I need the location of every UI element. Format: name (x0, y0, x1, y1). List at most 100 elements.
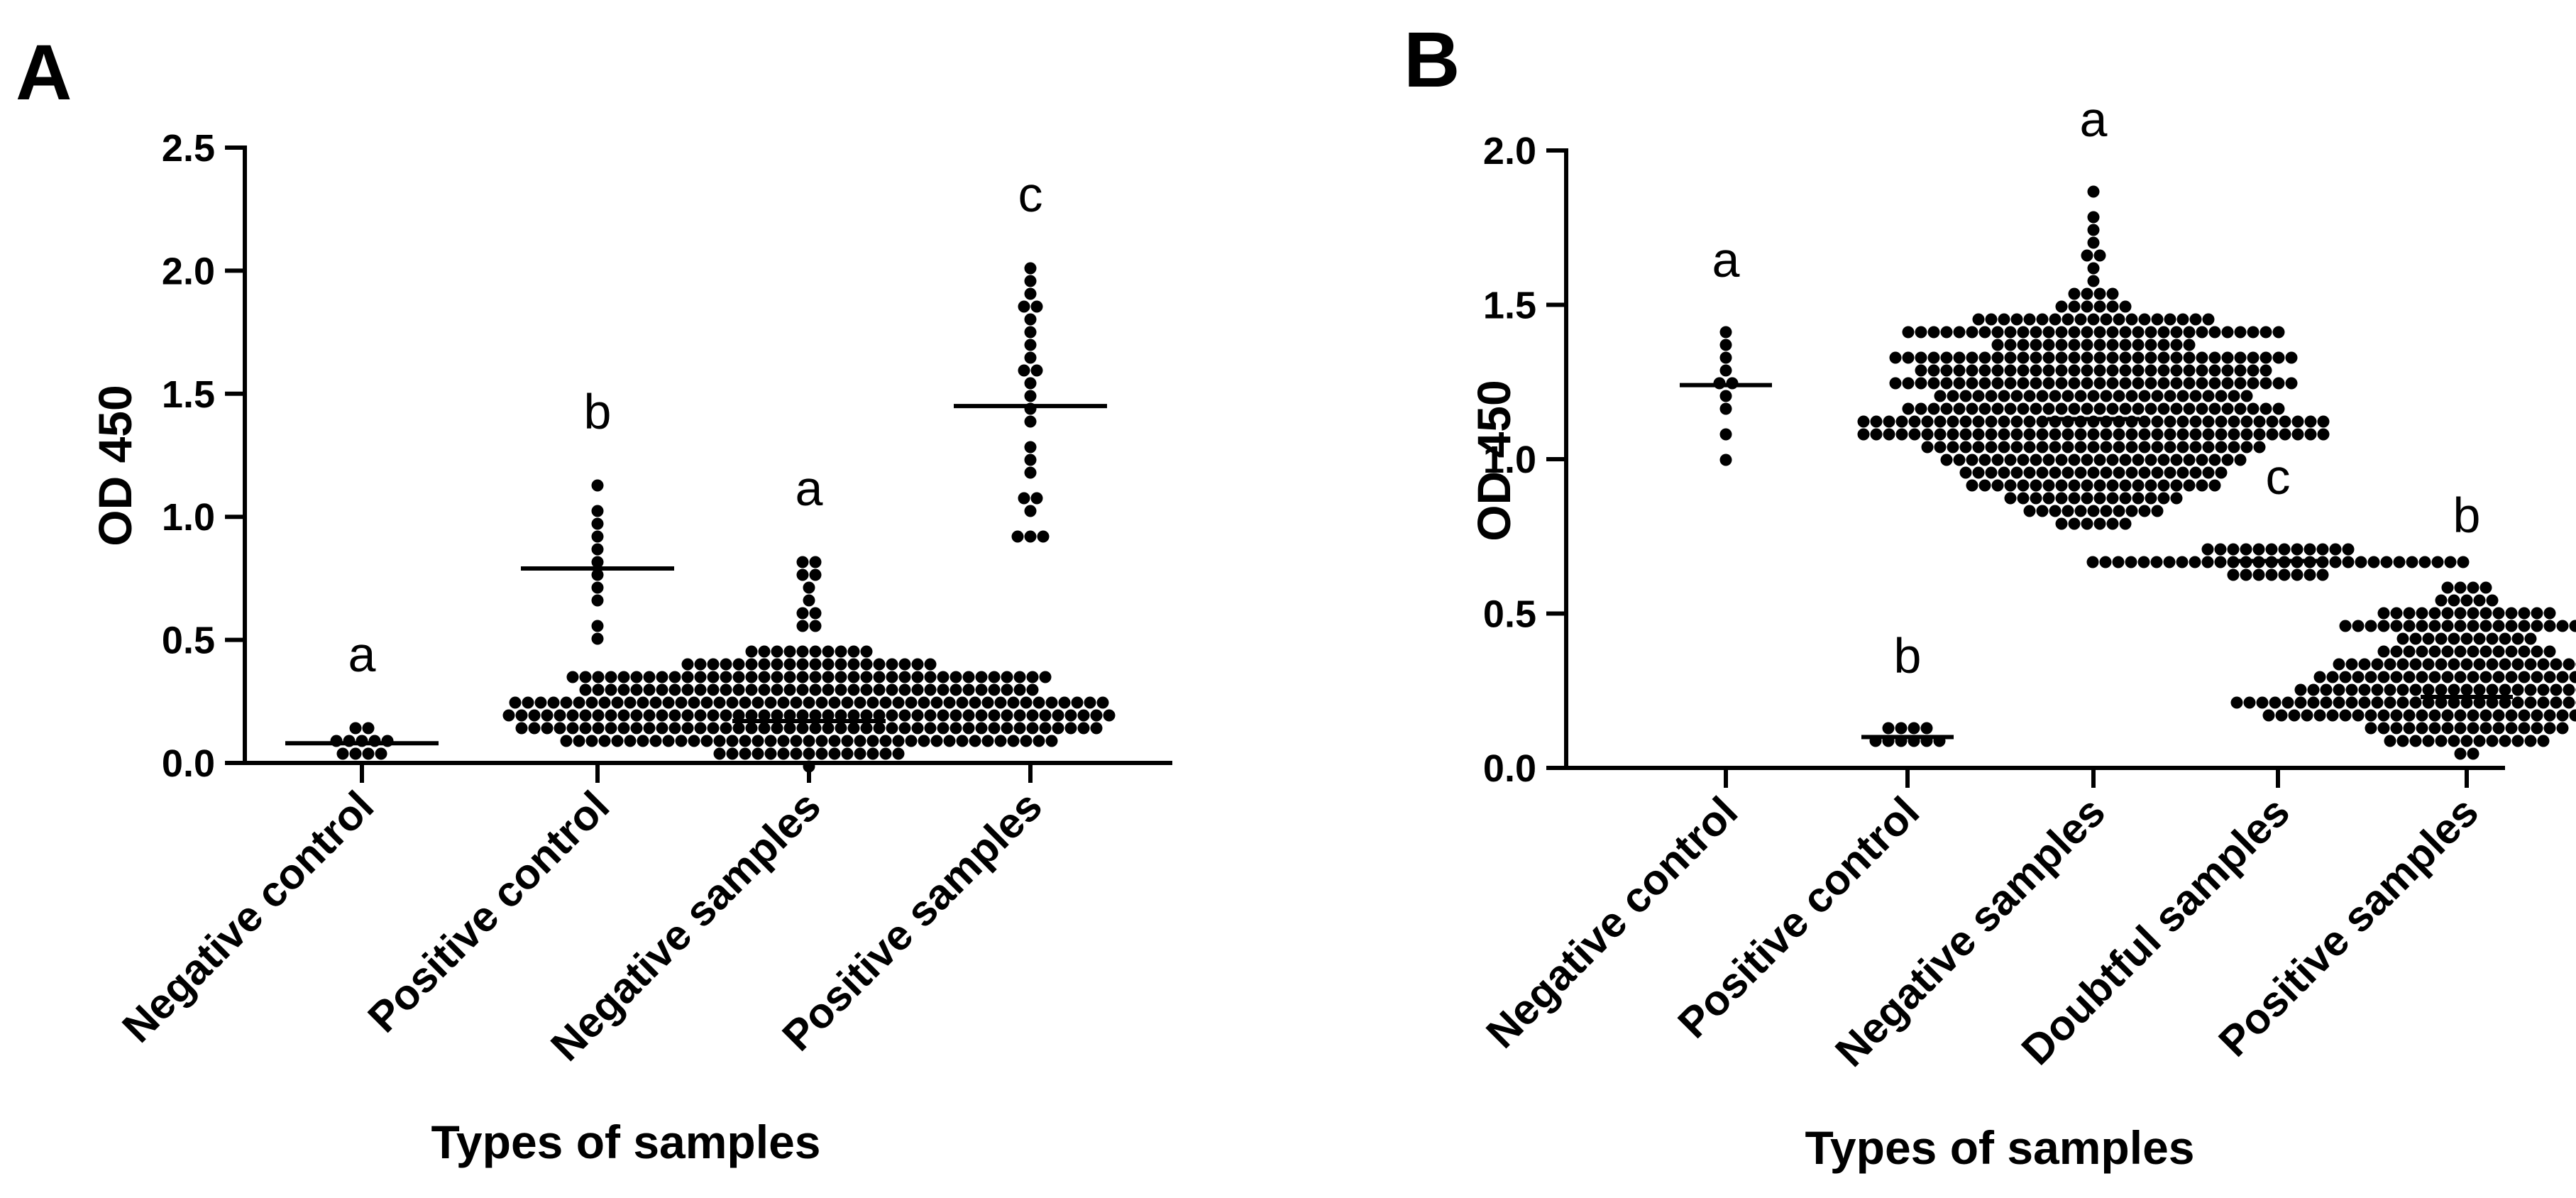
data-point (2240, 428, 2253, 441)
data-point (2342, 543, 2355, 556)
data-point (2062, 505, 2074, 517)
data-point (2454, 620, 2467, 632)
data-point (2333, 696, 2345, 709)
data-point (1889, 377, 1902, 390)
data-point (1096, 696, 1109, 709)
data-point (2176, 441, 2189, 454)
significance-letter: a (2080, 92, 2108, 147)
data-point (2266, 415, 2279, 428)
data-point (2170, 326, 2183, 339)
data-point (375, 747, 387, 760)
data-point (866, 747, 879, 760)
data-point (2125, 441, 2138, 454)
data-point (2524, 696, 2537, 709)
data-point (937, 671, 950, 683)
data-point (822, 709, 835, 722)
data-point (624, 735, 637, 747)
data-point (585, 735, 598, 747)
data-point (2125, 313, 2138, 326)
data-point (2285, 377, 2298, 390)
data-point (2240, 415, 2253, 428)
data-point (2189, 390, 2202, 402)
data-point (2164, 441, 2176, 454)
data-point (2145, 454, 2157, 466)
data-point (950, 683, 962, 696)
significance-letter: b (1894, 628, 1922, 683)
data-point (2119, 479, 2132, 492)
data-point (2304, 415, 2317, 428)
data-point (2265, 568, 2278, 581)
data-point (2017, 326, 2030, 339)
data-point (847, 658, 860, 671)
data-point (509, 696, 522, 709)
data-point (707, 658, 720, 671)
data-point (560, 735, 573, 747)
data-point (2151, 415, 2164, 428)
data-point (2416, 607, 2428, 620)
data-point (2253, 441, 2266, 454)
data-point (2017, 377, 2030, 390)
data-point (790, 747, 803, 760)
data-point (796, 683, 809, 696)
data-point (707, 683, 720, 696)
y-tick-label: 2.0 (162, 250, 215, 292)
data-point (2543, 671, 2556, 683)
data-point (1985, 466, 1998, 479)
data-point (822, 671, 835, 683)
data-point (2081, 492, 2093, 505)
data-point (1902, 377, 1915, 390)
data-point (598, 696, 611, 709)
data-point (688, 735, 700, 747)
data-point (2062, 466, 2074, 479)
data-point (2352, 671, 2365, 683)
data-point (783, 645, 796, 658)
data-point (2113, 441, 2125, 454)
data-point (777, 696, 790, 709)
data-point (362, 722, 375, 735)
data-point (975, 671, 988, 683)
data-point (2396, 683, 2409, 696)
data-point (1915, 377, 1927, 390)
data-point (2157, 377, 2170, 390)
data-point (815, 747, 828, 760)
y-tick-label: 0.5 (162, 620, 215, 662)
data-point (2145, 377, 2157, 390)
data-point (2125, 428, 2138, 441)
data-point (2106, 351, 2119, 364)
data-point (2345, 696, 2358, 709)
significance-letter: c (1018, 167, 1043, 222)
data-point (758, 671, 771, 683)
data-point (1934, 441, 1947, 454)
data-point (988, 671, 1001, 683)
data-point (2036, 505, 2049, 517)
data-point (771, 683, 783, 696)
data-point (726, 696, 739, 709)
data-point (796, 645, 809, 658)
data-point (2422, 683, 2435, 696)
data-point (2262, 709, 2275, 722)
data-point (643, 683, 656, 696)
data-point (981, 696, 994, 709)
data-point (1966, 479, 1978, 492)
data-point (2049, 466, 2062, 479)
data-point (2396, 696, 2409, 709)
data-point (2303, 543, 2316, 556)
data-point (2119, 492, 2132, 505)
data-point (815, 735, 828, 747)
data-point (1077, 709, 1090, 722)
data-point (700, 735, 713, 747)
data-point (2294, 683, 2307, 696)
data-point (2087, 441, 2100, 454)
data-point (1991, 402, 2004, 415)
data-point (2081, 249, 2093, 262)
data-point (2377, 607, 2390, 620)
data-point (796, 568, 809, 581)
data-point (2307, 683, 2320, 696)
data-point (2492, 607, 2505, 620)
data-point (962, 709, 975, 722)
data-point (2227, 568, 2240, 581)
data-point (1857, 415, 1870, 428)
data-point (2196, 326, 2208, 339)
data-point (809, 620, 822, 632)
